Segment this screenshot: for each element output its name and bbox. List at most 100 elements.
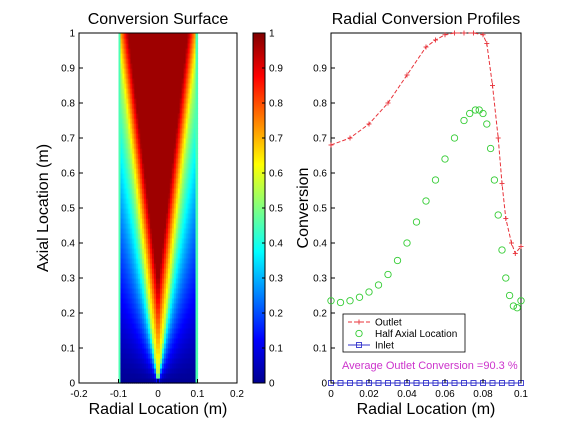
heatmap-cell: [118, 258, 122, 264]
heatmap-cell: [163, 143, 167, 149]
heatmap-cell: [171, 123, 175, 129]
heatmap-cell: [161, 363, 165, 369]
heatmap-cell: [130, 343, 133, 349]
heatmap-cell: [165, 38, 169, 44]
heatmap-cell: [158, 148, 161, 154]
heatmap-cell: [177, 133, 181, 139]
heatmap-cell: [134, 203, 137, 209]
heatmap-cell: [177, 83, 181, 89]
heatmap-cell: [159, 73, 163, 79]
heatmap-cell: [165, 218, 169, 224]
heatmap-cell: [185, 83, 189, 89]
heatmap-cell: [124, 308, 127, 314]
heatmap-cell: [136, 148, 139, 154]
heatmap-cell: [142, 323, 145, 329]
heatmap-cell: [142, 98, 145, 104]
heatmap-cell: [148, 238, 151, 244]
heatmap-cell: [171, 328, 175, 334]
heatmap-cell: [130, 238, 133, 244]
heatmap-cell: [118, 78, 122, 84]
heatmap-cell: [136, 93, 139, 99]
heatmap-cell: [122, 293, 126, 299]
heatmap-cell: [150, 313, 153, 319]
heatmap-cell: [152, 98, 155, 104]
heatmap-cell: [195, 128, 199, 134]
heatmap-y-ticks: 00.10.20.30.40.50.60.70.80.91: [61, 29, 83, 390]
heatmap-cell: [138, 318, 141, 324]
heatmap-cell: [158, 343, 161, 349]
heatmap-cell: [130, 58, 133, 64]
heatmap-cell: [134, 213, 137, 219]
heatmap-cell: [161, 138, 165, 144]
heatmap-cell: [175, 353, 179, 359]
heatmap-cell: [171, 368, 175, 374]
heatmap-cell: [132, 343, 135, 349]
profile-x-tick-label: 0.1: [514, 389, 528, 400]
heatmap-cell: [193, 183, 197, 189]
heatmap-x-tick-label: 0.2: [230, 389, 244, 400]
heatmap-cell: [148, 43, 151, 49]
heatmap-cell: [124, 298, 127, 304]
heatmap-cell: [159, 368, 163, 374]
heatmap-cell: [165, 293, 169, 299]
heatmap-cell: [118, 378, 122, 384]
heatmap-cell: [169, 33, 173, 39]
heatmap-cell: [146, 293, 149, 299]
data-point-half-axial-location: [505, 291, 514, 300]
heatmap-cell: [146, 218, 149, 224]
heatmap-cell: [148, 208, 151, 214]
heatmap-cell: [193, 308, 197, 314]
heatmap-cell: [193, 58, 197, 64]
heatmap-cell: [158, 108, 161, 114]
heatmap-cell: [173, 293, 177, 299]
heatmap-cell: [169, 48, 173, 54]
heatmap-cell: [128, 78, 131, 84]
heatmap-cell: [144, 343, 147, 349]
heatmap-cell: [156, 288, 159, 294]
heatmap-cell: [120, 168, 124, 174]
heatmap-cell: [185, 113, 189, 119]
heatmap-cell: [138, 128, 141, 134]
heatmap-cell: [179, 378, 183, 384]
heatmap-cell: [179, 128, 183, 134]
data-point-inlet: [394, 380, 401, 386]
heatmap-cell: [148, 373, 151, 379]
heatmap-cell: [144, 163, 147, 169]
heatmap-cell: [165, 128, 169, 134]
colorbar-tick-label: 0.8: [269, 99, 283, 110]
heatmap-cell: [181, 173, 185, 179]
heatmap-cell: [169, 338, 173, 344]
heatmap-cell: [165, 333, 169, 339]
heatmap-cell: [132, 223, 135, 229]
heatmap-cell: [122, 238, 126, 244]
legend-label-half-axial-location: Half Axial Location: [375, 329, 457, 340]
heatmap-cell: [159, 188, 163, 194]
heatmap-cell: [120, 233, 124, 239]
heatmap-cell: [163, 158, 167, 164]
heatmap-cell: [122, 138, 126, 144]
heatmap-cell: [177, 123, 181, 129]
heatmap-cell: [152, 248, 155, 254]
heatmap-cell: [163, 353, 167, 359]
heatmap-cell: [120, 293, 124, 299]
heatmap-cell: [122, 58, 126, 64]
heatmap-cell: [181, 33, 185, 39]
heatmap-cell: [183, 328, 187, 334]
heatmap-cell: [195, 298, 199, 304]
heatmap-cell: [161, 308, 165, 314]
heatmap-cell: [171, 118, 175, 124]
heatmap-cell: [156, 273, 159, 279]
heatmap-cell: [161, 368, 165, 374]
heatmap-cell: [161, 248, 165, 254]
heatmap-cell: [150, 138, 153, 144]
heatmap-cell: [165, 168, 169, 174]
heatmap-cell: [124, 268, 127, 274]
heatmap-cell: [165, 308, 169, 314]
heatmap-cell: [195, 138, 199, 144]
heatmap-cell: [167, 83, 171, 89]
heatmap-cell: [163, 188, 167, 194]
heatmap-cell: [165, 68, 169, 74]
heatmap-cell: [175, 328, 179, 334]
heatmap-cell: [156, 158, 159, 164]
heatmap-cell: [163, 153, 167, 159]
